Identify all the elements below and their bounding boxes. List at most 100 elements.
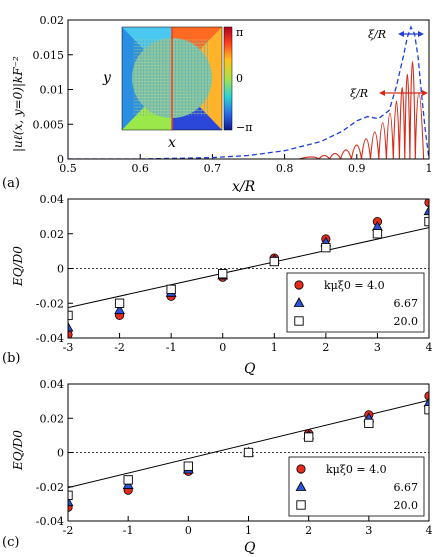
data-point-square: [123, 475, 133, 485]
series-dashed-envelope: [68, 25, 429, 159]
data-point-square: [114, 298, 125, 308]
panel-c-series: [68, 391, 429, 512]
panel-b-ticks: -3 -2 -1 0 1 2 3 4 -0.04 -0.02 0 0.02 0.04: [36, 193, 433, 354]
panel-b-series: [68, 199, 429, 338]
data-point-circle: [68, 329, 73, 338]
y-tick-label: 0: [57, 447, 64, 460]
xi-arrow-upper: [398, 31, 424, 37]
inset-colorbar: π 0 −π: [223, 26, 252, 134]
data-point-square: [68, 310, 73, 321]
panel-a: 0.5 0.6 0.7 0.8 0.9 1 0 0.005 0.01 0.015 0.02 π: [2, 14, 433, 195]
x-tick-label: 0.9: [348, 162, 366, 175]
y-tick-label: 0.02: [40, 412, 65, 425]
panel-b-xlabel: Q: [244, 361, 256, 377]
x-tick-label: 1: [426, 162, 433, 175]
panel-a-label: (a): [2, 176, 20, 191]
data-point-square: [372, 229, 383, 239]
panel-a-series: [68, 25, 429, 159]
colorbar-tick-mid: 0: [236, 72, 243, 85]
y-tick-label: 0.02: [40, 228, 65, 241]
y-tick-label: 0.015: [33, 49, 65, 62]
y-tick-label: 0: [57, 263, 64, 276]
x-tick-label: 0: [219, 341, 226, 354]
x-tick-label: 4: [426, 341, 433, 354]
panel-c-legend: kμξ0 = 4.0 6.67 20.0: [288, 456, 425, 517]
panel-b-legend: kμξ0 = 4.0 6.67 20.0: [286, 272, 425, 333]
x-tick-label: -1: [166, 341, 177, 354]
data-point-triangle: [114, 304, 126, 315]
legend-label: 20.0: [394, 315, 419, 328]
x-tick-label: 1: [271, 341, 278, 354]
panel-c-ticks: -2 -1 0 1 2 3 4 -0.04 -0.02 0 0.02 0.04: [36, 378, 433, 537]
legend-marker-square: [294, 316, 304, 326]
colorbar-tick-top: π: [236, 26, 243, 39]
y-tick-label: 0.01: [40, 84, 65, 97]
panel-c-label: (c): [2, 535, 19, 550]
x-tick-label: 1: [245, 524, 252, 537]
legend-marker-circle: [296, 464, 306, 474]
x-tick-label: -3: [63, 341, 74, 354]
x-tick-label: -2: [63, 524, 74, 537]
y-tick-label: 0.02: [40, 14, 65, 27]
panel-c-xlabel: Q: [244, 540, 256, 556]
panel-a-ylabel: |uℓ(x, y=0)|kF⁻²: [11, 56, 25, 152]
legend-label: 6.67: [394, 481, 419, 494]
y-tick-label: 0: [57, 153, 64, 166]
panel-b-frame: [67, 198, 430, 339]
panel-a-ticks: 0.5 0.6 0.7 0.8 0.9 1 0 0.005 0.01 0.015 0.02: [33, 14, 433, 175]
data-point-square: [243, 447, 254, 458]
x-tick-label: 0: [185, 524, 192, 537]
legend-marker-circle: [294, 280, 304, 290]
annotation-xi-upper: ξ/R: [368, 28, 386, 41]
legend-label: 20.0: [394, 499, 419, 512]
data-point-triangle: [423, 397, 429, 407]
inset-ylabel: y: [102, 70, 112, 86]
data-point-square: [183, 461, 193, 471]
y-tick-label: 0.04: [40, 193, 65, 206]
x-tick-label: -2: [114, 341, 125, 354]
x-tick-label: 3: [374, 341, 381, 354]
inset-phase-map: [121, 26, 223, 131]
data-point-triangle: [423, 205, 429, 216]
data-point-square: [321, 242, 331, 253]
data-point-square: [364, 418, 374, 429]
data-point-square: [166, 284, 176, 294]
series-solid-oscillation: [68, 61, 429, 159]
x-tick-label: 0.7: [204, 162, 222, 175]
y-tick-label: -0.04: [36, 515, 64, 528]
panel-c-ylabel: EQ/D0: [11, 430, 25, 471]
panel-c-frame: [67, 383, 430, 522]
x-tick-label: 4: [426, 524, 433, 537]
data-point-square: [218, 269, 228, 279]
legend-marker-triangle: [295, 481, 307, 491]
legend-marker-triangle: [293, 297, 305, 307]
y-tick-label: -0.02: [36, 481, 64, 494]
panel-a-frame: [67, 19, 430, 160]
x-tick-label: 3: [365, 524, 372, 537]
data-point-square: [304, 432, 314, 442]
annotation-xi-lower: ξ/R: [350, 87, 368, 100]
xi-arrow-lower: [379, 90, 428, 96]
x-tick-label: 0.6: [131, 162, 149, 175]
legend-label: 6.67: [394, 297, 419, 310]
colorbar-tick-bottom: −π: [236, 121, 252, 134]
panel-b: -3 -2 -1 0 1 2 3 4 -0.04 -0.02 0 0.02 0.04 kμξ0 = 4.…: [2, 193, 433, 377]
x-tick-label: 0.8: [276, 162, 294, 175]
panel-b-ylabel: EQ/D0: [11, 246, 25, 287]
fit-line: [68, 227, 429, 309]
y-tick-label: -0.02: [36, 297, 64, 310]
panel-a-xlabel: x/R: [232, 179, 256, 195]
panel-c: -2 -1 0 1 2 3 4 -0.04 -0.02 0 0.02 0.04 kμξ0 = 4.0 6…: [2, 378, 433, 556]
inset-xlabel: x: [168, 135, 176, 151]
legend-label: kμξ0 = 4.0: [326, 463, 387, 476]
legend-marker-square: [296, 500, 306, 510]
y-tick-label: -0.04: [36, 332, 64, 345]
data-point-triangle: [68, 321, 74, 332]
data-point-square: [68, 490, 73, 500]
x-tick-label: 2: [322, 341, 329, 354]
data-point-square: [269, 256, 279, 267]
x-tick-label: -1: [123, 524, 134, 537]
legend-label: kμξ0 = 4.0: [324, 279, 385, 292]
panel-b-label: (b): [2, 351, 20, 366]
